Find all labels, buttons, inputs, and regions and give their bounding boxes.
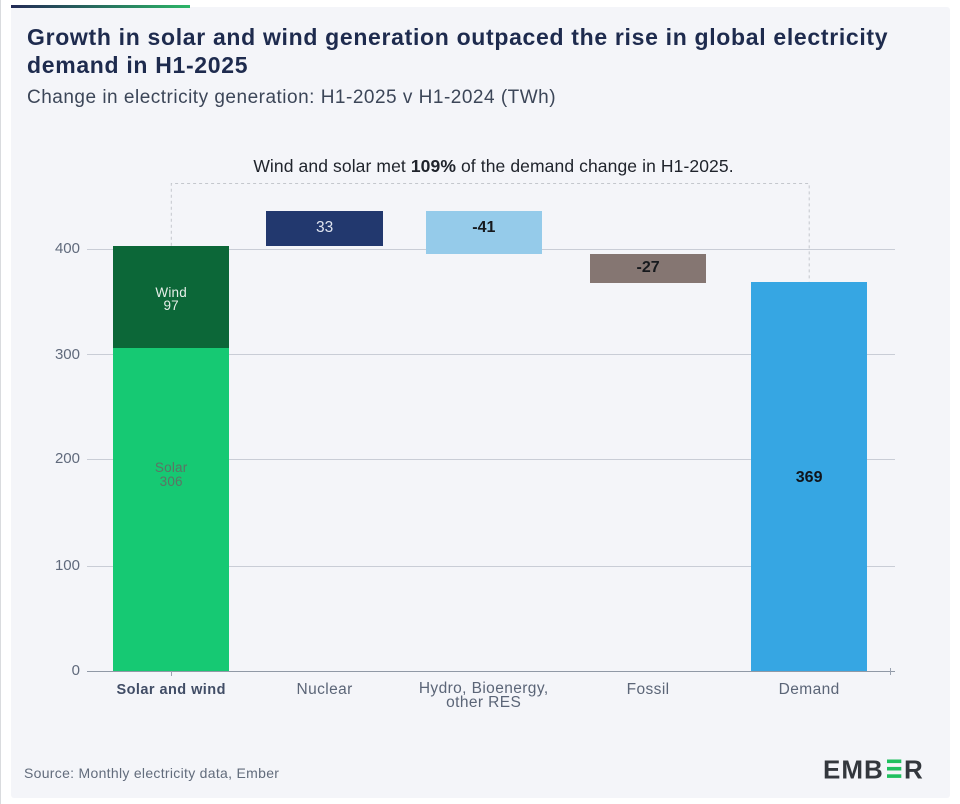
svg-text:R: R <box>904 757 923 781</box>
svg-text:EMB: EMB <box>823 757 884 781</box>
